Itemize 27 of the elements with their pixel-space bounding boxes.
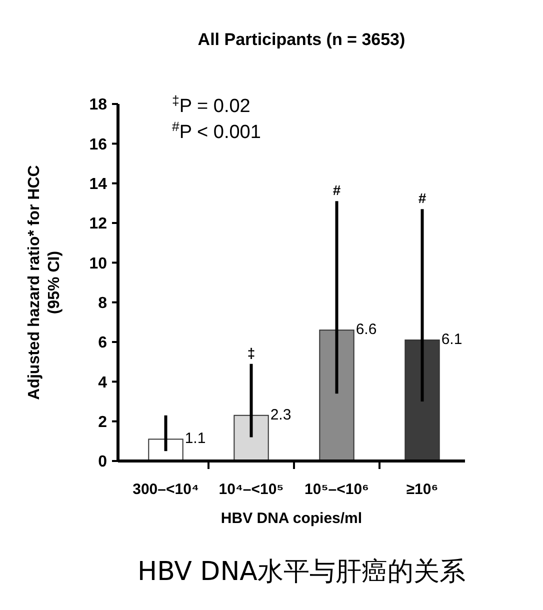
data-label: 1.1	[184, 430, 206, 448]
y-tick-label: 6	[98, 334, 108, 352]
y-tick-label: 18	[89, 96, 108, 114]
x-tick-label: ≥10⁶	[406, 481, 438, 498]
y-axis-title: Adjusted hazard ratio* for HCC (95% CI)	[26, 164, 63, 400]
annotation: #	[418, 190, 426, 206]
annotation: $^{‡}$P = 0.02	[172, 92, 250, 117]
x-tick-label: 10⁵–<10⁶	[304, 481, 369, 498]
text: HBV DNA水平与肝癌的关系	[138, 557, 466, 587]
y-tick-label: 8	[98, 294, 108, 312]
data-label: 2.3	[270, 406, 292, 424]
y-tick-label: 4	[98, 374, 108, 392]
y-tick-label: 12	[89, 216, 108, 233]
x-axis-title: HBV DNA copies/ml	[220, 510, 362, 527]
annotation: $^{#}$P < 0.001	[172, 118, 261, 143]
x-tick-label: 10⁴–<10⁵	[218, 481, 284, 498]
y-tick-label: 14	[89, 176, 108, 193]
annotation: #	[332, 182, 341, 198]
data-label: 6.6	[356, 321, 377, 338]
annotation: ‡	[247, 344, 256, 361]
x-tick-label: 300–<10⁴	[132, 481, 199, 498]
y-tick-label: 2	[98, 414, 108, 431]
y-tick-label: 10	[89, 255, 108, 272]
y-tick-label: 16	[89, 136, 108, 154]
chart-title: All Participants (n = 3653)	[198, 30, 406, 49]
y-tick-label: 0	[98, 454, 108, 471]
data-label: 6.1	[441, 331, 462, 348]
